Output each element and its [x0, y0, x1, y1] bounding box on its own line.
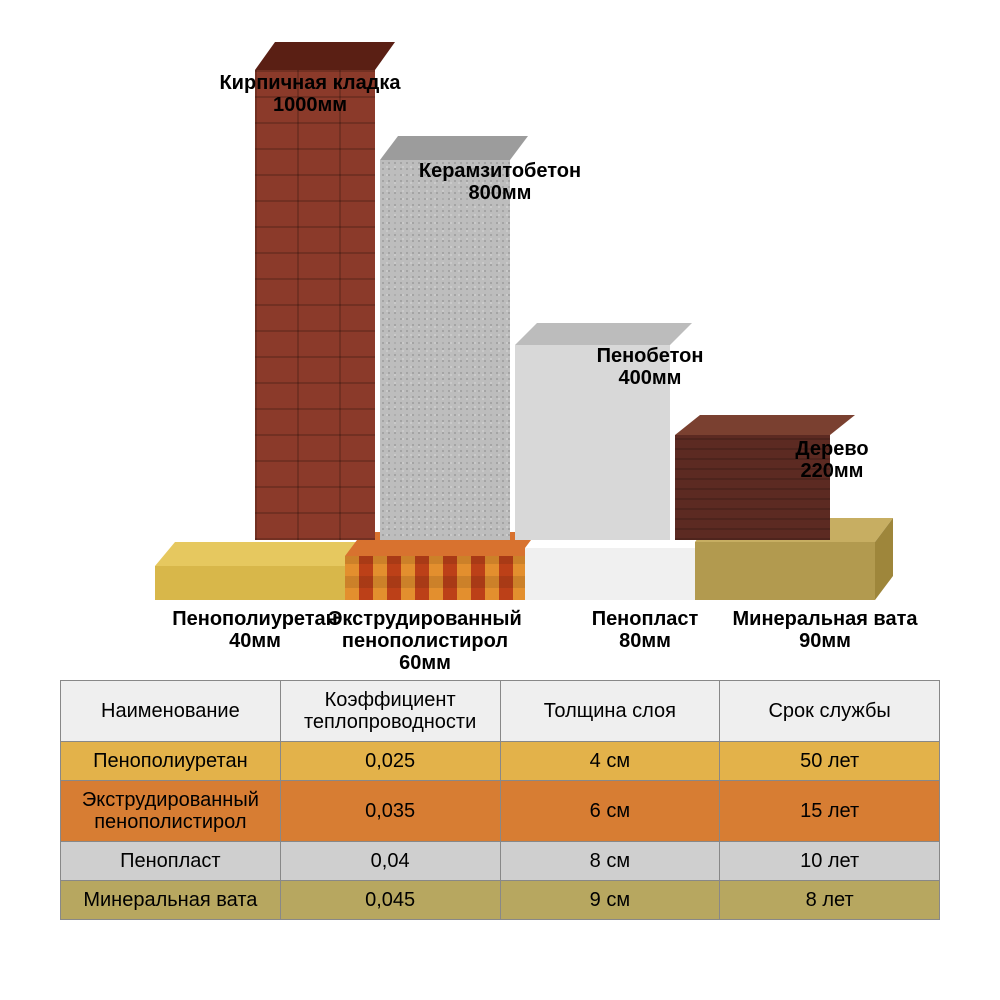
col-header-0: Наименование	[61, 681, 281, 742]
cell-2-1: 0,04	[280, 842, 500, 881]
col-header-3: Срок службы	[720, 681, 940, 742]
table-row: Пенопласт0,048 см10 лет	[61, 842, 940, 881]
block-label-1: Керамзитобетон800мм	[380, 160, 620, 204]
slab-label-2: Пенопласт80мм	[540, 608, 750, 652]
cell-1-1: 0,035	[280, 781, 500, 842]
block-label-value: 800мм	[380, 182, 620, 204]
materials-table: НаименованиеКоэффициент теплопроводности…	[60, 680, 940, 920]
cell-0-3: 50 лет	[720, 742, 940, 781]
block-1	[380, 160, 510, 540]
slab-2	[525, 548, 695, 600]
cell-0-0: Пенополиуретан	[61, 742, 281, 781]
slab-3	[695, 542, 875, 600]
cell-3-1: 0,045	[280, 881, 500, 920]
cell-3-2: 9 см	[500, 881, 720, 920]
block-label-value: 400мм	[530, 367, 770, 389]
cell-1-3: 15 лет	[720, 781, 940, 842]
slab-label-3: Минеральная вата90мм	[720, 608, 930, 652]
cell-2-2: 8 см	[500, 842, 720, 881]
cell-0-2: 4 см	[500, 742, 720, 781]
block-label-name: Кирпичная кладка	[190, 72, 430, 94]
slab-label-name: Пенопласт	[540, 608, 750, 630]
col-header-1: Коэффициент теплопроводности	[280, 681, 500, 742]
cell-2-3: 10 лет	[720, 842, 940, 881]
table-row: Экструдированныйпенополистирол0,0356 см1…	[61, 781, 940, 842]
cell-0-1: 0,025	[280, 742, 500, 781]
slab-1	[345, 556, 525, 600]
materials-diagram: Пенополиуретан40ммЭкструдированный пеноп…	[0, 0, 1000, 660]
block-label-value: 220мм	[712, 460, 952, 482]
block-0	[255, 70, 375, 540]
block-label-value: 1000мм	[190, 94, 430, 116]
cell-1-0: Экструдированныйпенополистирол	[61, 781, 281, 842]
slab-label-1: Экструдированный пенополистирол60мм	[320, 608, 530, 674]
cell-3-0: Минеральная вата	[61, 881, 281, 920]
block-label-2: Пенобетон400мм	[530, 345, 770, 389]
slab-label-value: 80мм	[540, 630, 750, 652]
col-header-2: Толщина слоя	[500, 681, 720, 742]
block-label-name: Пенобетон	[530, 345, 770, 367]
slab-label-name: Минеральная вата	[720, 608, 930, 630]
cell-1-2: 6 см	[500, 781, 720, 842]
slab-label-value: 90мм	[720, 630, 930, 652]
materials-table-wrap: НаименованиеКоэффициент теплопроводности…	[60, 680, 940, 920]
block-label-name: Дерево	[712, 438, 952, 460]
table-row: Пенополиуретан0,0254 см50 лет	[61, 742, 940, 781]
table-row: Минеральная вата0,0459 см8 лет	[61, 881, 940, 920]
cell-3-3: 8 лет	[720, 881, 940, 920]
block-label-0: Кирпичная кладка1000мм	[190, 72, 430, 116]
cell-2-0: Пенопласт	[61, 842, 281, 881]
slab-0	[155, 566, 345, 600]
block-label-name: Керамзитобетон	[380, 160, 620, 182]
slab-label-value: 60мм	[320, 652, 530, 674]
block-label-3: Дерево220мм	[712, 438, 952, 482]
slab-label-name: Экструдированный пенополистирол	[320, 608, 530, 652]
